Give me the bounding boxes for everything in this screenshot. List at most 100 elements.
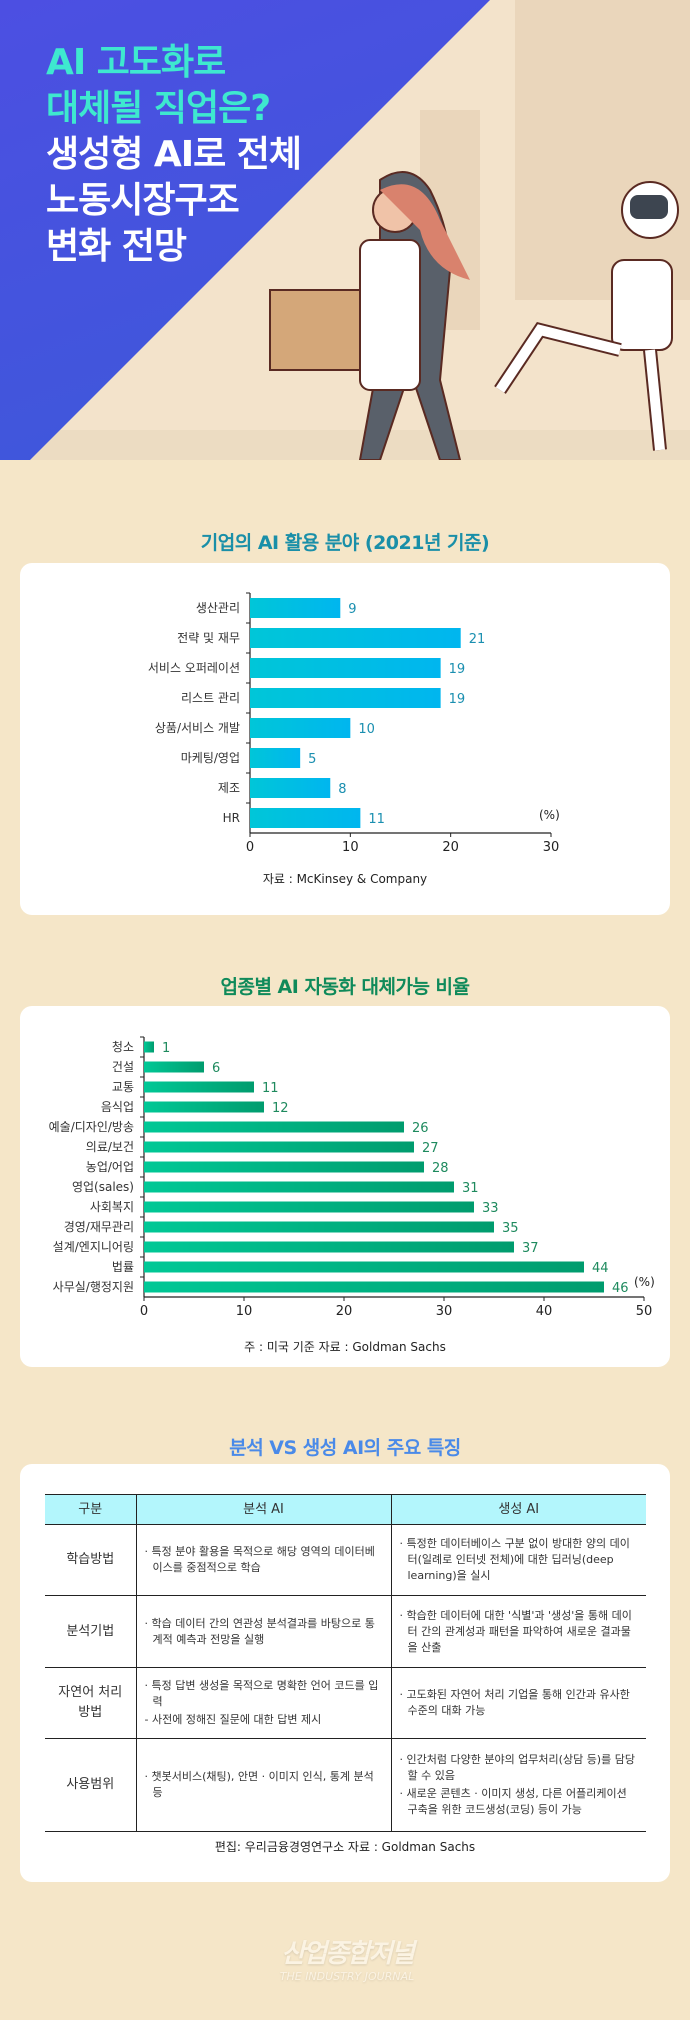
bar (250, 718, 351, 738)
data-label: 37 (522, 1241, 539, 1256)
category-label: 사회복지 (90, 1200, 134, 1214)
table-row: 학습방법 · 특정 분야 활용을 목적으로 해당 영역의 데이터베이스를 중점적으… (45, 1524, 646, 1596)
cell-generative: · 인간처럼 다양한 분야의 업무처리(상담 등)를 담당할 수 있음 · 새로운… (390, 1738, 646, 1832)
page-title: AI 고도화로 대체될 직업은? 생성형 AI로 전체 노동시장구조 변화 전망 (46, 40, 302, 270)
x-tick-label: 20 (442, 840, 459, 855)
data-label: 8 (338, 782, 346, 797)
data-label: 33 (482, 1201, 499, 1216)
table-row: 자연어 처리 방법 · 특정 답변 생성을 목적으로 명확한 언어 코드를 입력 -… (45, 1667, 646, 1739)
cell-analytic: · 특정 답변 생성을 목적으로 명확한 언어 코드를 입력 - 사전에 정해진 … (135, 1667, 391, 1739)
data-label: 19 (449, 692, 466, 707)
category-label: 사무실/행정지원 (53, 1279, 134, 1294)
bar (144, 1041, 154, 1053)
x-tick-label: 0 (140, 1304, 148, 1319)
logo-text: 산업종합저널 (281, 1939, 415, 1969)
unit-label: (%) (634, 1275, 655, 1289)
cell-text: · 챗봇서비스(채팅), 안면 · 이미지 인식, 통계 분석 등 (144, 1770, 374, 1799)
cell-text: · 새로운 콘텐츠 · 이미지 생성, 다른 어플리케이션 구축을 위한 코드생… (399, 1787, 627, 1816)
cell-generative: · 특정한 데이터베이스 구분 없이 방대한 양의 데이터(일례로 인터넷 전체… (390, 1524, 646, 1596)
chart1-title: 기업의 AI 활용 분야 (2021년 기준) (200, 532, 490, 554)
row-category: 분석기법 (45, 1595, 136, 1668)
category-label: 농업/어업 (86, 1160, 134, 1174)
data-label: 9 (348, 602, 356, 617)
chart1-svg: 생산관리 9 전략 및 재무 21 서비스 오퍼레이션 19 리스트 관리 19 상품/서비스 … (148, 592, 560, 886)
cell-analytic: · 특정 분야 활용을 목적으로 해당 영역의 데이터베이스를 중점적으로 학습 (135, 1524, 391, 1596)
x-tick-label: 30 (436, 1304, 453, 1319)
data-label: 12 (272, 1101, 289, 1116)
bar (144, 1141, 414, 1153)
data-label: 21 (469, 632, 486, 647)
bar (144, 1181, 454, 1193)
category-label: 의료/보건 (86, 1140, 134, 1154)
cell-generative: · 학습한 데이터에 대한 '식별'과 '생성'을 통해 데이터 간의 관계성과… (390, 1595, 646, 1668)
source-note: 주 : 미국 기준 자료 : Goldman Sachs (244, 1340, 446, 1354)
x-tick-label: 40 (536, 1304, 553, 1319)
chart2-card: 청소 1 건설 6 교통 11 음식업 12 예술/디자인/방송 26 의료/보건 27 농업/어업 28… (20, 1006, 670, 1367)
comparison-table: 구분 분석 AI 생성 AI 학습방법 · 특정 분야 활용을 목적으로 해당 영… (45, 1494, 646, 1832)
cell-text: - 사전에 정해진 질문에 대한 답변 제시 (144, 1713, 322, 1726)
data-label: 11 (368, 812, 385, 827)
row-category: 사용범위 (45, 1738, 136, 1832)
floor-illustration (0, 430, 690, 460)
category-label: 예술/디자인/방송 (49, 1120, 134, 1134)
chart1-card: 생산관리 9 전략 및 재무 21 서비스 오퍼레이션 19 리스트 관리 19 상품/서비스 … (20, 563, 670, 915)
x-tick-label: 10 (236, 1304, 253, 1319)
data-label: 46 (612, 1281, 629, 1296)
bar (144, 1201, 474, 1213)
bar (144, 1081, 254, 1093)
category-label: 생산관리 (196, 601, 240, 615)
table-card: 구분 분석 AI 생성 AI 학습방법 · 특정 분야 활용을 목적으로 해당 영… (20, 1464, 670, 1882)
data-label: 1 (162, 1041, 170, 1056)
journal-logo: 산업종합저널 THE INDUSTRY JOURNAL (262, 1933, 432, 1983)
title-line: 변화 전망 (46, 226, 187, 267)
cell-text: · 인간처럼 다양한 분야의 업무처리(상담 등)를 담당할 수 있음 (399, 1753, 635, 1782)
bar (144, 1061, 204, 1073)
category-label: 마케팅/영업 (181, 751, 240, 765)
unit-label: (%) (539, 808, 560, 822)
row-category: 자연어 처리 방법 (45, 1667, 136, 1739)
category-label: 교통 (112, 1080, 134, 1094)
category-label: 건설 (112, 1060, 134, 1074)
cell-text: · 특정 분야 활용을 목적으로 해당 영역의 데이터베이스를 중점적으로 학습 (144, 1545, 375, 1574)
category-label: 리스트 관리 (181, 691, 240, 705)
data-label: 35 (502, 1221, 519, 1236)
x-tick-label: 30 (543, 840, 560, 855)
category-label: 설계/엔지니어링 (53, 1240, 134, 1254)
bar (250, 808, 361, 828)
logo-subtext: THE INDUSTRY JOURNAL (279, 1970, 415, 1983)
window-illustration (515, 0, 690, 300)
category-label: 영업(sales) (72, 1180, 134, 1194)
bar (250, 598, 341, 618)
bar (250, 748, 301, 768)
cell-generative: · 고도화된 자연어 처리 기업을 통해 인간과 유사한 수준의 대화 가능 (390, 1667, 646, 1739)
office-illustration (269, 171, 679, 460)
bar (144, 1261, 584, 1273)
table-row: 분석기법 · 학습 데이터 간의 연관성 분석결과를 바탕으로 통계적 예측과 전… (45, 1595, 646, 1668)
header-analytic-ai: 분석 AI (135, 1494, 391, 1525)
x-tick-label: 0 (246, 840, 254, 855)
data-label: 44 (592, 1261, 609, 1276)
cell-text: · 특정한 데이터베이스 구분 없이 방대한 양의 데이터(일례로 인터넷 전체… (399, 1537, 630, 1582)
category-label: 전략 및 재무 (177, 631, 240, 645)
bar (250, 658, 441, 678)
table-row: 사용범위 · 챗봇서비스(채팅), 안면 · 이미지 인식, 통계 분석 등 · 인… (45, 1738, 646, 1832)
header-category: 구분 (45, 1494, 136, 1525)
category-label: 상품/서비스 개발 (155, 721, 240, 735)
bar (144, 1221, 494, 1233)
bar (144, 1161, 424, 1173)
header-generative-ai: 생성 AI (390, 1494, 646, 1525)
source-note: 자료 : McKinsey & Company (263, 872, 427, 886)
data-label: 19 (449, 662, 466, 677)
category-label: 청소 (112, 1040, 134, 1054)
bar (144, 1281, 604, 1293)
x-tick-label: 50 (636, 1304, 653, 1319)
x-tick-label: 20 (336, 1304, 353, 1319)
cell-text: · 학습 데이터 간의 연관성 분석결과를 바탕으로 통계적 예측과 전망을 실… (144, 1616, 375, 1646)
cell-text: · 특정 답변 생성을 목적으로 명확한 언어 코드를 입력 (144, 1679, 379, 1708)
hero-banner: AI 고도화로 대체될 직업은? 생성형 AI로 전체 노동시장구조 변화 전망 (0, 0, 690, 460)
cell-analytic: · 학습 데이터 간의 연관성 분석결과를 바탕으로 통계적 예측과 전망을 실… (135, 1595, 391, 1668)
data-label: 28 (432, 1161, 449, 1176)
chart2-title: 업종별 AI 자동화 대체가능 비율 (220, 976, 471, 998)
data-label: 31 (462, 1181, 479, 1196)
category-label: HR (223, 811, 240, 825)
